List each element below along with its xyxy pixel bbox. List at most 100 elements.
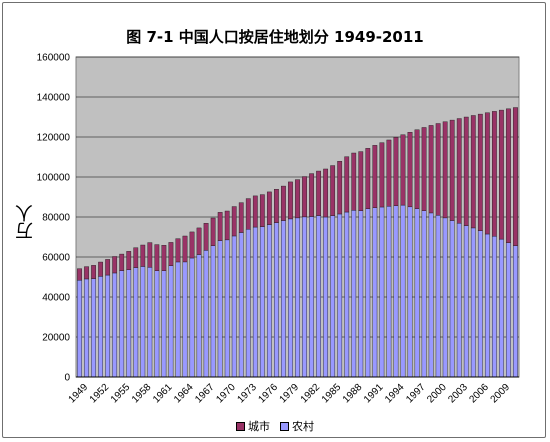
bar-rural — [407, 206, 413, 378]
x-tick-label: 1961 — [151, 382, 175, 406]
bar-urban — [238, 202, 244, 233]
bar-rural — [499, 238, 504, 378]
x-tick-label: 1997 — [404, 382, 428, 406]
x-tick-label: 1964 — [172, 382, 196, 406]
x-tick-label: 1949 — [67, 382, 91, 406]
bar-urban — [449, 119, 455, 221]
bar-urban — [154, 244, 160, 271]
bar-urban — [112, 256, 118, 274]
bar-rural — [414, 208, 420, 378]
bar-urban — [147, 242, 153, 268]
bar-urban — [499, 109, 504, 240]
bar-rural — [337, 213, 343, 378]
bar-urban — [91, 265, 96, 279]
x-tick-label: 1967 — [193, 382, 217, 406]
bar-urban — [119, 253, 125, 271]
bar-rural — [210, 245, 216, 378]
y-tick-label: 160000 — [37, 53, 71, 64]
y-tick-label: 40000 — [42, 293, 70, 304]
bar-urban — [77, 268, 82, 281]
bar-urban — [210, 217, 216, 246]
x-tick-label: 1976 — [257, 382, 281, 406]
x-tick-label: 1985 — [320, 382, 344, 406]
bar-rural — [484, 233, 490, 378]
bar-rural — [470, 227, 476, 378]
bar-urban — [386, 139, 392, 207]
y-tick-labels: 0 20000 40000 60000 80000 100000 120000 140000 1… — [37, 53, 71, 384]
bar-rural — [231, 235, 237, 378]
bar-urban — [393, 137, 399, 206]
bar-rural — [477, 230, 483, 378]
bar-urban — [309, 173, 314, 217]
bar-urban — [323, 168, 329, 218]
legend-label-urban: 城市 — [248, 420, 270, 433]
bar-rural — [133, 267, 139, 378]
bar-urban — [351, 152, 357, 211]
bar-rural — [274, 222, 279, 378]
x-tick-label: 1973 — [235, 382, 259, 406]
bar-rural — [266, 224, 272, 378]
bar-rural — [175, 261, 181, 378]
bar-rural — [126, 269, 132, 378]
x-tick-label: 2006 — [467, 382, 491, 406]
bar-rural — [351, 210, 357, 378]
bar-rural — [442, 217, 448, 378]
bar-urban — [133, 247, 139, 268]
bar-urban — [316, 170, 321, 216]
bar-urban — [407, 132, 413, 208]
x-tick-label: 1994 — [383, 382, 407, 406]
bar-rural — [288, 218, 293, 378]
bar-rural — [421, 210, 427, 378]
x-tick-label: 1988 — [341, 382, 365, 406]
bar-rural — [492, 236, 497, 378]
legend: 城市 农村 — [0, 418, 550, 434]
bar-urban — [337, 161, 343, 215]
x-tick-label: 1982 — [299, 382, 323, 406]
bar-urban — [492, 111, 497, 237]
bar-rural — [435, 215, 441, 378]
bar-urban — [344, 156, 350, 213]
bar-rural — [182, 261, 188, 378]
bar-rural — [379, 206, 385, 378]
y-tick-label: 20000 — [42, 333, 70, 344]
bar-urban — [245, 198, 251, 230]
bar-urban — [196, 227, 202, 255]
x-tick-label: 1958 — [130, 382, 154, 406]
bar-urban — [98, 261, 103, 277]
x-tick-label: 1970 — [214, 382, 238, 406]
bar-urban — [470, 115, 476, 229]
bar-rural — [217, 240, 223, 378]
bar-urban — [84, 266, 89, 280]
bar-urban — [274, 189, 279, 223]
bar-urban — [266, 191, 272, 225]
legend-label-rural: 农村 — [292, 420, 314, 433]
bar-urban — [175, 238, 181, 263]
y-tick-label: 120000 — [37, 133, 71, 144]
bar-urban — [456, 118, 462, 224]
bar-urban — [513, 107, 518, 246]
bar-rural — [224, 239, 230, 378]
bar-rural — [463, 225, 469, 378]
bar-rural — [393, 205, 399, 378]
bar-rural — [316, 215, 321, 378]
bar-urban — [288, 181, 293, 220]
bar-rural — [456, 223, 462, 378]
y-tick-label: 140000 — [37, 93, 71, 104]
bar-rural — [196, 254, 202, 378]
bar-urban — [379, 142, 385, 208]
bar-rural — [91, 278, 96, 378]
bar-rural — [365, 208, 371, 378]
bar-urban — [477, 113, 483, 231]
legend-item-rural: 农村 — [280, 418, 314, 434]
bar-urban — [506, 108, 511, 243]
bar-urban — [330, 165, 336, 216]
bars — [76, 107, 519, 378]
x-tick-label: 1955 — [109, 382, 133, 406]
bar-urban — [168, 242, 174, 266]
bar-rural — [147, 267, 153, 378]
bar-rural — [506, 242, 511, 378]
bar-urban — [126, 251, 132, 270]
bar-rural — [84, 278, 89, 378]
bar-rural — [295, 217, 300, 378]
bar-urban — [140, 244, 146, 267]
